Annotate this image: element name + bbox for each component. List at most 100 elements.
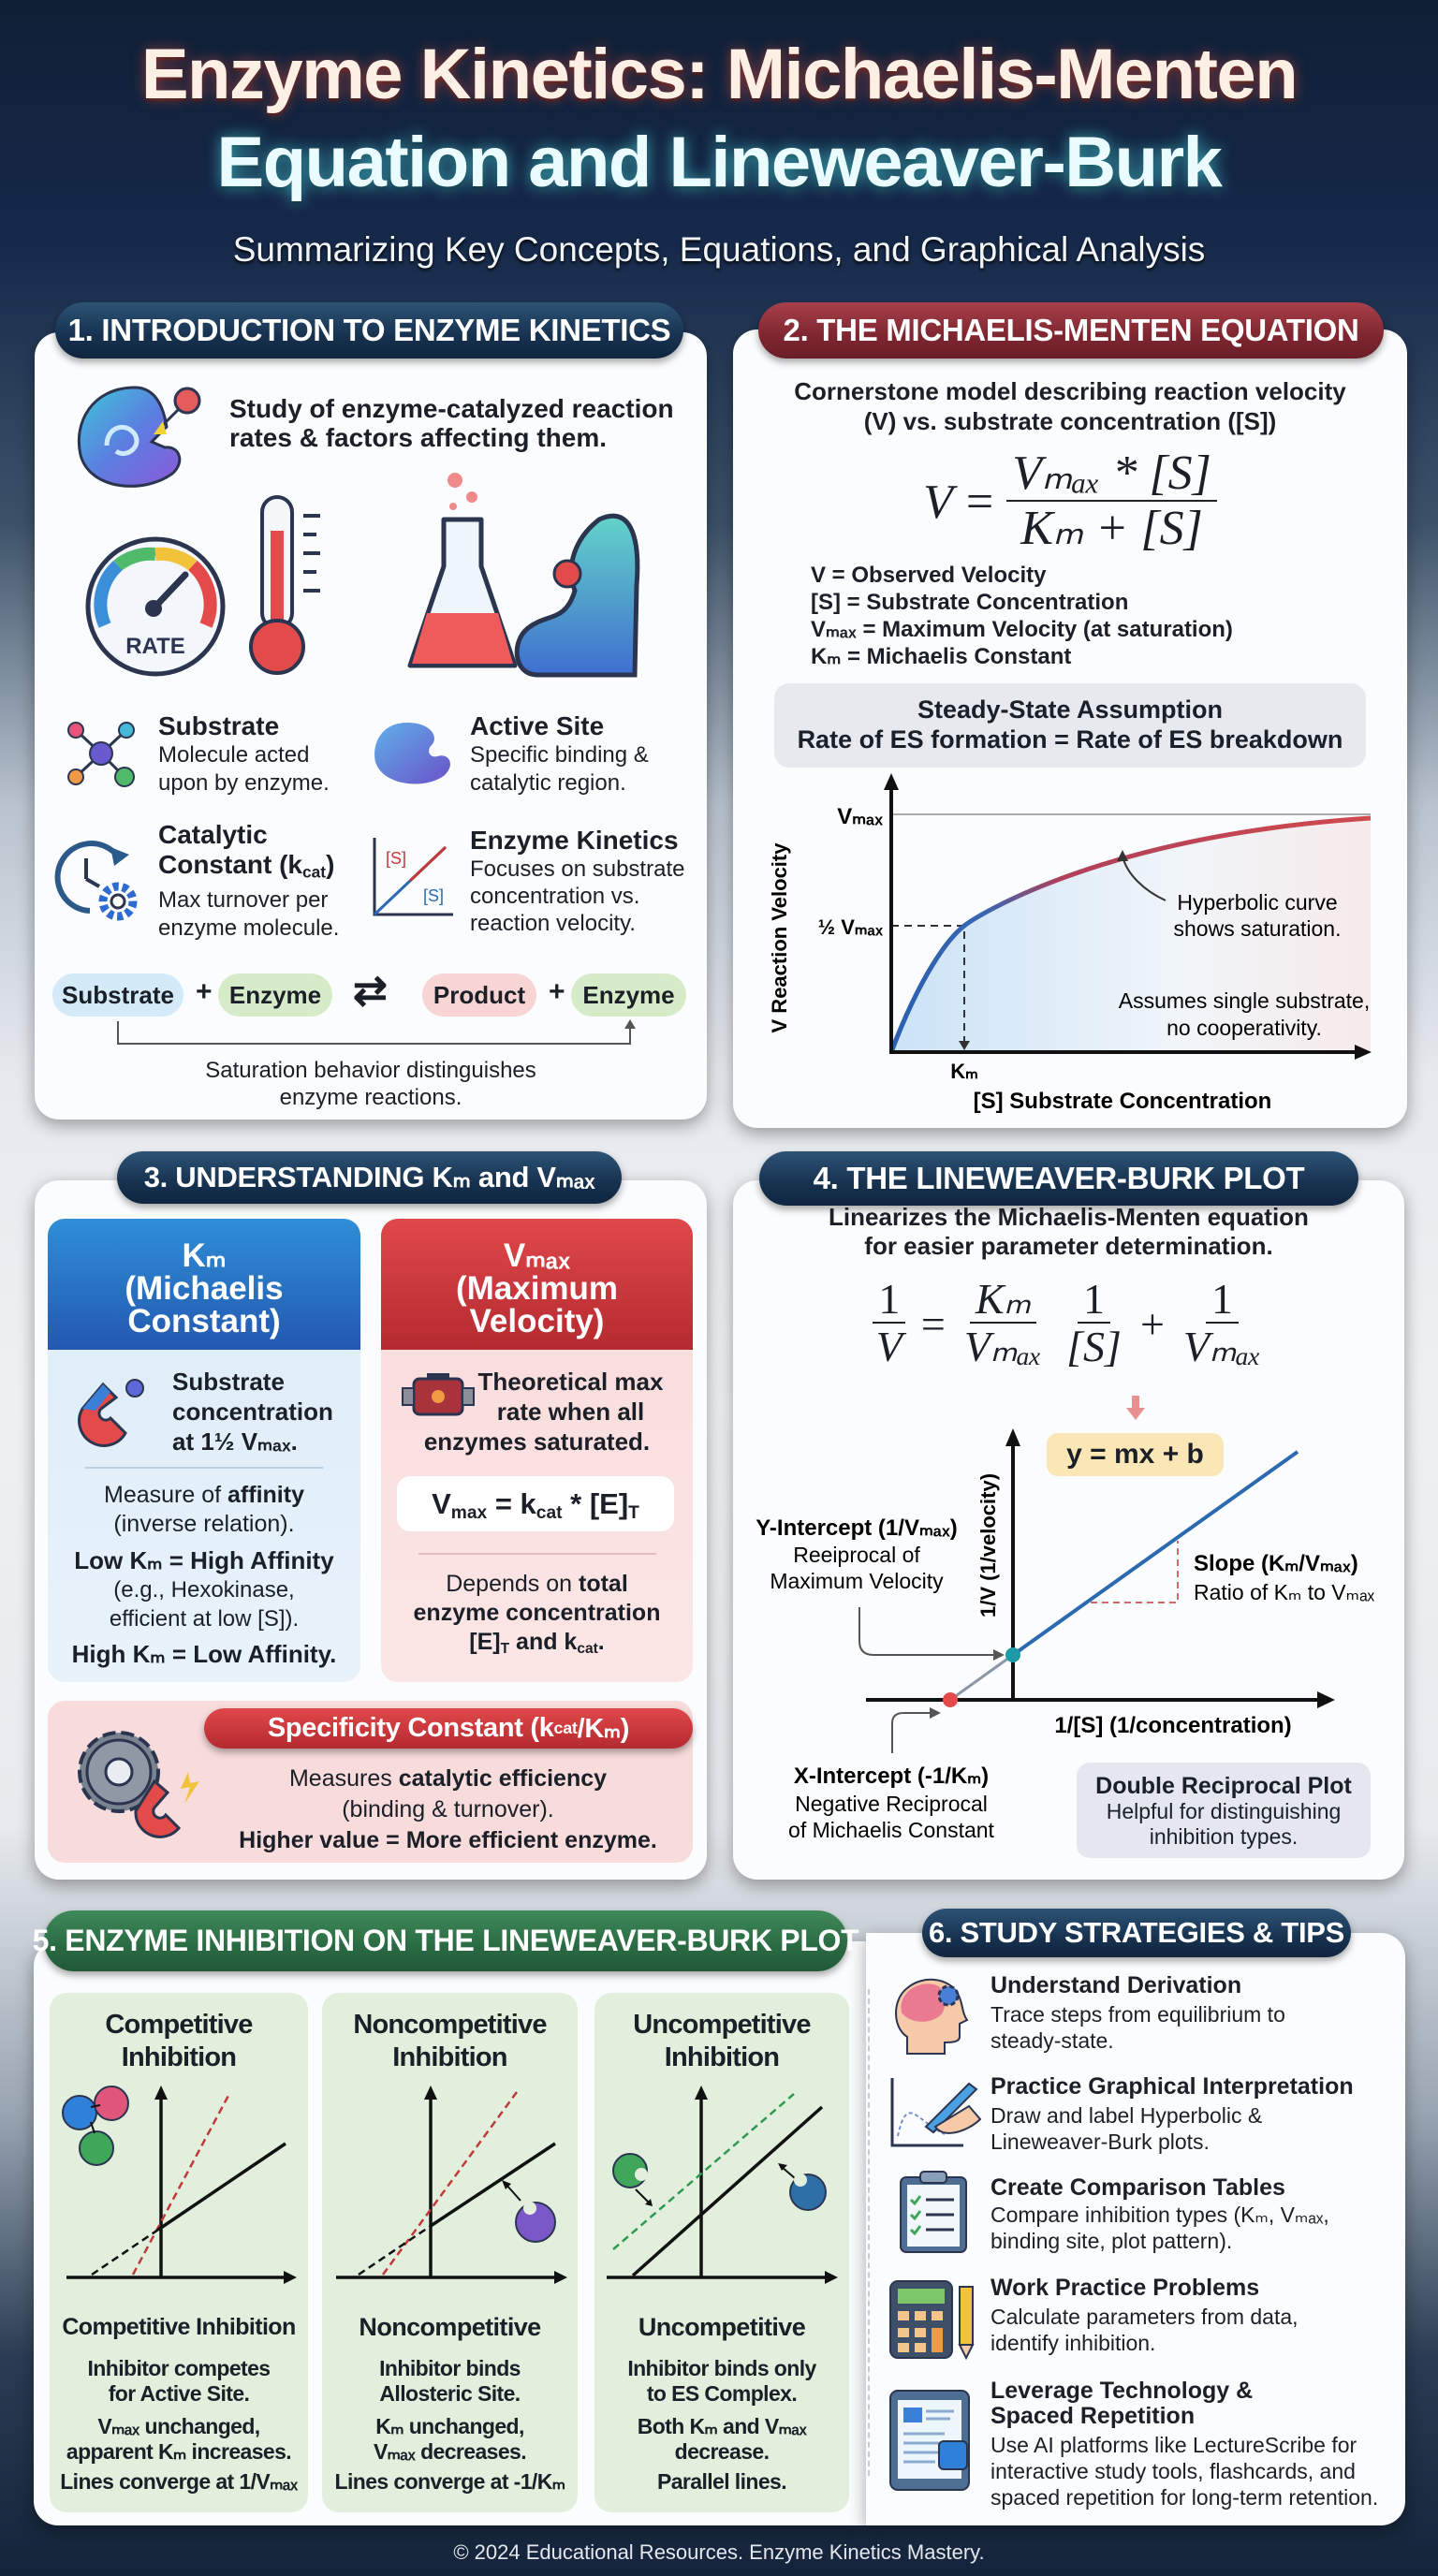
reaction-substrate: Substrate [52, 973, 183, 1017]
card-line: Both Kₘ and Vₘₐₓ [637, 2414, 807, 2438]
tip-body: Compare inhibition types (Kₘ, Vₘₐₓ, [990, 2203, 1329, 2227]
concept-body: reaction velocity. [470, 911, 636, 936]
extrapolated-line [949, 1653, 1014, 1702]
note-body: Helpful for distinguishing [1106, 1799, 1342, 1823]
concept-title: Catalytic [158, 820, 268, 849]
competitive-plot [62, 2086, 297, 2284]
caption-line: enzyme reactions. [279, 1085, 462, 1110]
denominator: [S] [1066, 1323, 1122, 1371]
card-line: Inhibitor binds only [627, 2356, 816, 2380]
page-subtitle: Summarizing Key Concepts, Equations, and… [232, 230, 1206, 269]
card-line: for Active Site. [108, 2381, 250, 2406]
vmax-card: Vₘₐₓ (Maximum Velocity) Theoretical max … [381, 1219, 693, 1682]
tip-title: Practice Graphical Interpretation [990, 2073, 1354, 2100]
card-title: Inhibition [392, 2042, 507, 2072]
graph-icon: [S] [S] [373, 838, 453, 916]
card-label: Competitive Inhibition [62, 2314, 296, 2340]
lb-heading: 4. THE LINEWEAVER-BURK PLOT [759, 1151, 1358, 1206]
x-intercept-body: of Michaelis Constant [788, 1818, 994, 1842]
concept-body: Molecule acted [158, 742, 310, 768]
inhibition-panel: 5. ENZYME INHIBITION ON THE LINEWEAVER-B… [33, 1910, 866, 2525]
regeneration-bracket [117, 1019, 636, 1045]
x-intercept-title: X-Intercept (-1/Kₘ) [794, 1764, 989, 1789]
noncompetitive-plot [336, 2086, 567, 2284]
slope-body: Ratio of Kₘ to Vₘₐₓ [1194, 1580, 1375, 1604]
numerator: 1 [873, 1276, 906, 1325]
assumption-annotation: Assumes single substrate, [1119, 988, 1370, 1013]
card-line: Lines converge at 1/Vₘₐₓ [60, 2469, 298, 2494]
intro-heading: 1. INTRODUCTION TO ENZYME KINETICS [55, 302, 683, 359]
example-text: (e.g., Hexokinase, [113, 1577, 295, 1603]
tip-body: Lineweaver-Burk plots. [990, 2130, 1210, 2154]
denominator: Vₘₐₓ [963, 1323, 1043, 1371]
x-intercept-point [943, 1692, 958, 1707]
card-line: Kₘ unchanged, [375, 2414, 524, 2438]
michaelis-menten-graph: Vₘₐₓ ½ Vₘₐₓ V Reaction Velocity Kₘ [S] S… [768, 773, 1372, 1114]
hand-drawing-graph-icon [890, 2078, 982, 2147]
low-km-text: Low Kₘ = High Affinity [74, 1546, 334, 1574]
vmax-definition-line3: enzymes saturated. [423, 1427, 651, 1456]
es-complex-inhibitor-icon [612, 2153, 827, 2211]
x-axis-label: 1/[S] (1/concentration) [1054, 1713, 1291, 1738]
page-title-line-1: Enzyme Kinetics: Michaelis-Menten [140, 35, 1299, 114]
description-line: Cornerstone model describing reaction ve… [794, 377, 1346, 405]
concept-catalytic-constant: Catalytic Constant (kcat) Max turnover p… [158, 820, 339, 943]
equation-lhs: V [923, 475, 953, 529]
reaction-enzyme: Enzyme [218, 973, 332, 1017]
text: Measure of [104, 1482, 228, 1508]
text-bold: total [579, 1571, 628, 1597]
mm-description: Cornerstone model describing reaction ve… [733, 376, 1407, 436]
mm-heading: 2. THE MICHAELIS-MENTEN EQUATION [758, 302, 1384, 359]
vmax-card-header: Vₘₐₓ (Maximum Velocity) [381, 1219, 693, 1350]
x-intercept-arrow [891, 1712, 932, 1753]
slope-title: Slope (Kₘ/Vₘₐₓ) [1194, 1551, 1358, 1576]
vmax-definition: Theoretical max rate when all [456, 1367, 685, 1427]
equation-numerator: Vₘₐₓ * [S] [1006, 448, 1217, 502]
tablet-chip-icon [889, 2390, 970, 2491]
text-bold: catalytic efficiency [398, 1765, 608, 1792]
card-line: Lines converge at -1/Kₘ [334, 2469, 566, 2494]
rate-gauge-icon: RATE [85, 536, 226, 677]
y-intercept-point [1005, 1647, 1020, 1662]
note-body: inhibition types. [1149, 1824, 1299, 1849]
y-intercept-arrow [858, 1607, 995, 1656]
text: [E] [469, 1629, 501, 1655]
text: (binding & turnover). [342, 1796, 554, 1822]
card-line: Parallel lines. [656, 2469, 787, 2494]
subscript: cat [302, 862, 327, 882]
definition-line: Theoretical max [477, 1368, 664, 1396]
tip-title: Understand Derivation [990, 1972, 1242, 1998]
example-text: efficient at low [S]). [109, 1606, 300, 1632]
steady-state-body: Rate of ES formation = Rate of ES breakd… [797, 725, 1343, 754]
calculator-pencil-icon [889, 2280, 975, 2360]
card-line: Inhibitor competes [87, 2356, 271, 2380]
text: (inverse relation). [113, 1511, 295, 1537]
definition-line: rate when all [496, 1398, 645, 1426]
concept-body: Focuses on substrate [470, 856, 685, 882]
tip-body: Draw and label Hyperbolic & [990, 2103, 1263, 2128]
card-line: Vₘₐₓ unchanged, [97, 2414, 260, 2438]
intro-panel: 1. INTRODUCTION TO ENZYME KINETICS Study… [35, 302, 707, 1120]
reaction-plus: + [196, 976, 213, 1007]
concept-body: enzyme molecule. [158, 915, 340, 942]
hyperbolic-annotation: Hyperbolic curve [1177, 890, 1337, 915]
clock-gear-icon [54, 841, 138, 921]
subscript: cat [577, 1640, 598, 1657]
equilibrium-arrows-icon: ⇄ [353, 968, 388, 1014]
engine-icon [402, 1373, 475, 1416]
text: Constant (k [158, 850, 302, 879]
gear-magnet-icon [78, 1731, 199, 1838]
card-label: Uncompetitive [638, 2313, 806, 2341]
card-title: Uncompetitive [633, 2010, 811, 2040]
inhibition-card-competitive: Competitive Inhibition Competitive Inhib… [50, 1993, 308, 2512]
steady-state-box: Steady-State Assumption Rate of ES forma… [774, 683, 1366, 768]
concept-body: catalytic region. [470, 770, 626, 796]
x-intercept-body: Negative Reciprocal [795, 1792, 988, 1816]
km-title: (Michaelis [125, 1270, 284, 1307]
x-axis-label: [S] Substrate Concentration [974, 1089, 1272, 1114]
definition: Vₘₐₓ = Maximum Velocity (at saturation) [811, 617, 1233, 642]
caption-line: Saturation behavior distinguishes [205, 1058, 536, 1083]
michaelis-menten-equation: V = Vₘₐₓ * [S] Kₘ + [S] [733, 446, 1407, 558]
divider [868, 1989, 870, 2476]
reaction-plus: + [549, 976, 565, 1007]
